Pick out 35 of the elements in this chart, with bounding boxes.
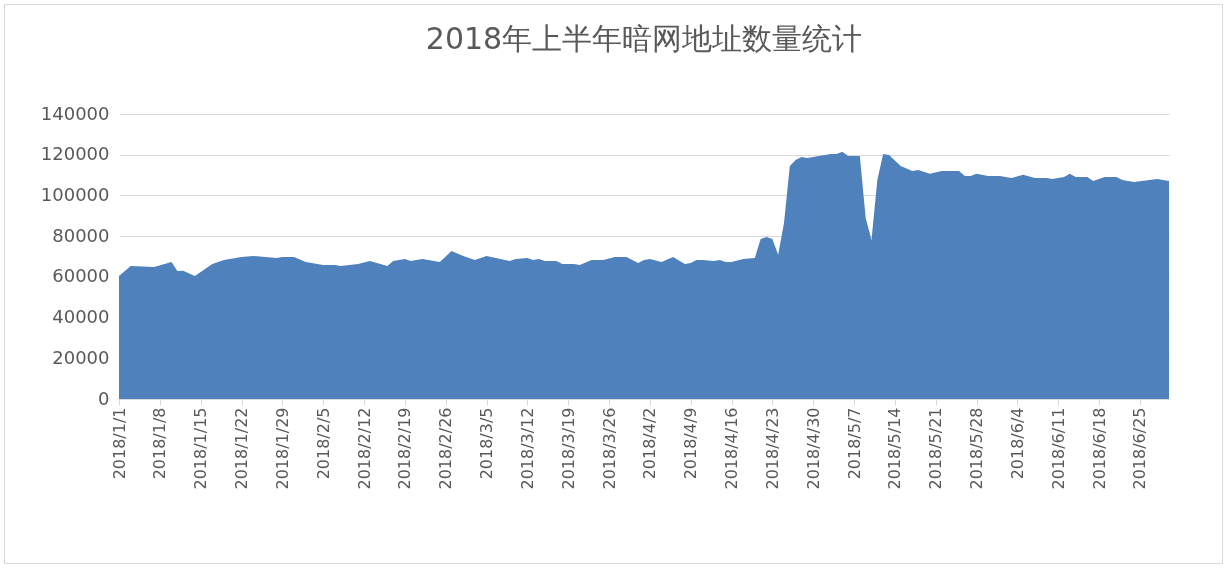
x-tick-label: 2018/5/7 [844,407,864,480]
x-tick-label: 2018/1/15 [191,407,211,490]
x-tick-label: 2018/2/19 [395,407,415,490]
x-tick-label: 2018/6/11 [1048,407,1068,490]
y-tick-label: 140000 [40,102,110,124]
y-tick-label: 40000 [52,306,110,328]
x-tick-label: 2018/1/1 [109,407,129,480]
x-tick-label: 2018/2/5 [313,407,333,480]
x-tick-label: 2018/4/16 [722,407,741,490]
x-tick-label: 2018/5/14 [885,407,905,490]
y-tick-label: 0 [98,387,110,409]
x-tick-label: 2018/6/18 [1089,407,1109,490]
y-tick-label: 20000 [52,346,110,368]
y-tick-label: 80000 [52,224,110,246]
x-tick-label: 2018/5/21 [926,407,946,490]
x-tick-label: 2018/6/25 [1130,407,1150,490]
x-tick-label: 2018/1/8 [150,407,170,480]
x-tick-label: 2018/3/19 [558,407,578,490]
y-tick-label: 60000 [52,265,110,287]
x-tick-label: 2018/2/26 [436,407,456,490]
x-tick-label: 2018/4/30 [803,407,823,490]
y-tick-label: 100000 [40,183,110,205]
x-tick-label: 2018/5/28 [967,407,986,490]
x-tick-label: 2018/1/29 [272,407,292,490]
x-tick-label: 2018/1/22 [232,407,251,490]
y-tick-label: 120000 [40,143,110,165]
x-tick-label: 2018/3/26 [599,407,619,490]
x-tick-label: 2018/6/4 [1007,407,1027,480]
x-tick-label: 2018/2/12 [354,407,374,490]
x-tick-label: 2018/4/2 [640,407,660,480]
x-tick-label: 2018/3/12 [517,407,537,490]
chart-title: 2018年上半年暗网地址数量统计 [425,21,863,56]
x-tick-label: 2018/4/9 [681,407,701,480]
x-tick-label: 2018/4/23 [762,407,782,490]
x-tick-label: 2018/3/5 [477,407,496,480]
